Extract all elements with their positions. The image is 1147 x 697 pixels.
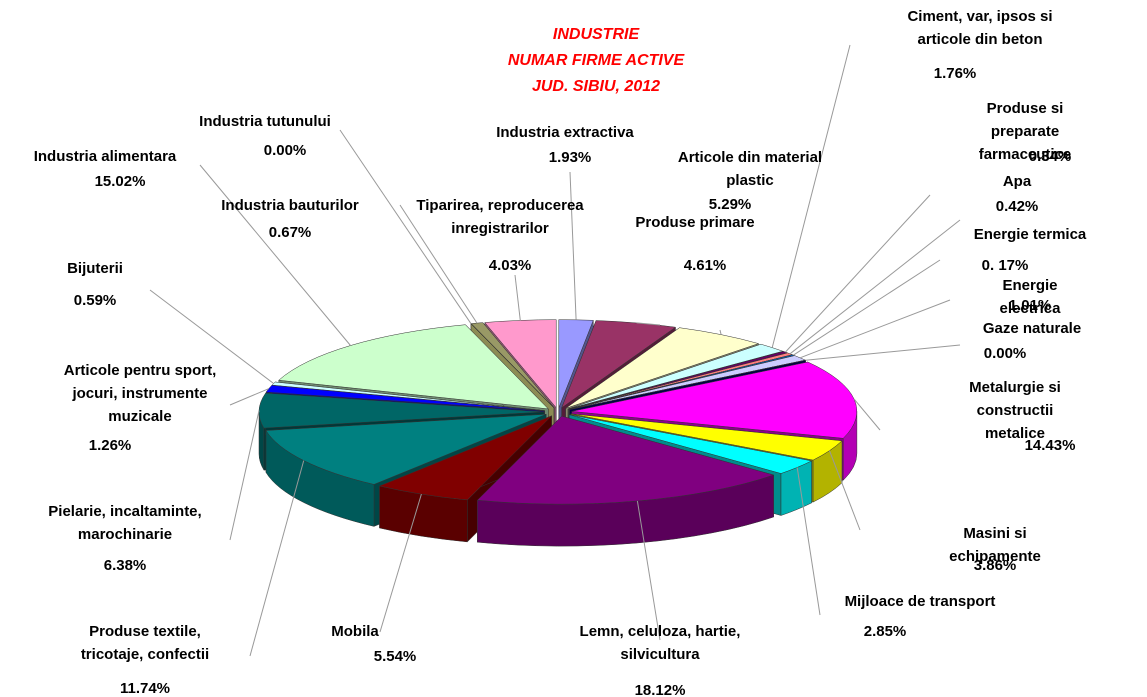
slice-value: 0. 17% [981, 257, 1029, 274]
leader-line [199, 164, 351, 346]
leader-line [771, 44, 851, 348]
slice-value: 14.43% [1024, 437, 1076, 454]
slice [570, 413, 843, 461]
slice-value: 0.59% [73, 292, 117, 309]
leader-line [229, 410, 260, 541]
slice-label: Bijuterii [67, 260, 123, 277]
slice-label: Articole pentru sport, jocuri, instrumen… [63, 362, 217, 425]
leader-line [636, 500, 661, 641]
slice-value: 0.67% [268, 224, 312, 241]
slice-label: Tiparirea, reproducerea inregistrarilor [416, 197, 584, 237]
slice-label: Industria extractiva [496, 124, 634, 141]
leader-line [853, 398, 881, 431]
slice [278, 324, 549, 410]
chart-title: INDUSTRIE NUMAR FIRME ACTIVE JUD. SIBIU,… [507, 26, 685, 95]
slice-label: Pielarie, incaltaminte, marochinarie [48, 503, 202, 543]
slice-label: Metalurgie si constructii metalice [969, 379, 1061, 442]
slice [258, 392, 545, 429]
leader-line [339, 129, 472, 324]
slice [565, 327, 760, 409]
slice-value: 0.34% [1028, 148, 1072, 165]
slice [470, 322, 555, 409]
slice [476, 415, 775, 505]
slice-label: Produse primare [635, 214, 755, 231]
slice-label: Articole din material plastic [677, 149, 823, 189]
slice-value: 11.74% [119, 680, 171, 697]
slice-label: Ciment, var, ipsos si articole din beton [907, 8, 1053, 48]
slice-value: 2.85% [863, 623, 907, 640]
slice-value: 5.29% [708, 196, 752, 213]
slice-value: 4.03% [488, 257, 532, 274]
slice [265, 385, 545, 412]
leader-line [514, 274, 521, 321]
leader-line [805, 344, 961, 361]
slice-label: Industria tutunului [199, 113, 331, 130]
leader-line [399, 204, 478, 324]
slice-value: 0.00% [263, 142, 307, 159]
leader-line [785, 194, 931, 353]
slice-value: 4.61% [683, 257, 727, 274]
leader-line [249, 460, 305, 657]
slice-label: Energie electrica [999, 277, 1061, 317]
slice-value: 0.00% [983, 345, 1027, 362]
leader-line [789, 219, 961, 355]
leader-line [636, 322, 661, 326]
slice [265, 414, 547, 485]
slice-value: 0.42% [995, 198, 1039, 215]
slice-label: Mobila [331, 623, 379, 640]
slice-value: 1.26% [88, 437, 132, 454]
slice-value: 1.76% [933, 65, 977, 82]
slice [567, 343, 784, 410]
leader-line [796, 467, 821, 616]
slice [558, 319, 594, 408]
slice-label: Produse textile, tricotaje, confectii [80, 623, 210, 663]
slice-value: 1.93% [548, 149, 592, 166]
leader-line [149, 289, 274, 384]
leader-line [799, 299, 951, 359]
slice-value: 3.86% [973, 557, 1017, 574]
slice-value: 15.02% [94, 173, 146, 190]
leader-line [569, 171, 577, 320]
leader-line [229, 388, 269, 406]
slice-label: Mijloace de transport [844, 593, 996, 610]
leader-line [719, 329, 722, 335]
slice-label: Apa [1002, 173, 1032, 190]
slice-label: Gaze naturale [982, 320, 1082, 337]
slice-value: 1.01% [1008, 297, 1052, 314]
slice-label: Energie termica [973, 226, 1087, 243]
slice [571, 361, 858, 439]
slice-value: 6.38% [103, 557, 147, 574]
slice-label: Produse si preparate farmaceutice [978, 100, 1072, 163]
leader-line [793, 259, 941, 356]
leader-line [379, 493, 422, 633]
slice-value: 18.12% [634, 682, 686, 697]
leader-line [829, 450, 861, 531]
slice [561, 320, 677, 409]
slice-label: Industria alimentara [33, 148, 177, 165]
slice-label: Lemn, celuloza, hartie, silvicultura [579, 623, 741, 663]
slice-label: Industria bauturilor [221, 197, 359, 214]
slice-label: Masini si echipamente [949, 525, 1041, 565]
slice-value: 5.54% [373, 648, 417, 665]
